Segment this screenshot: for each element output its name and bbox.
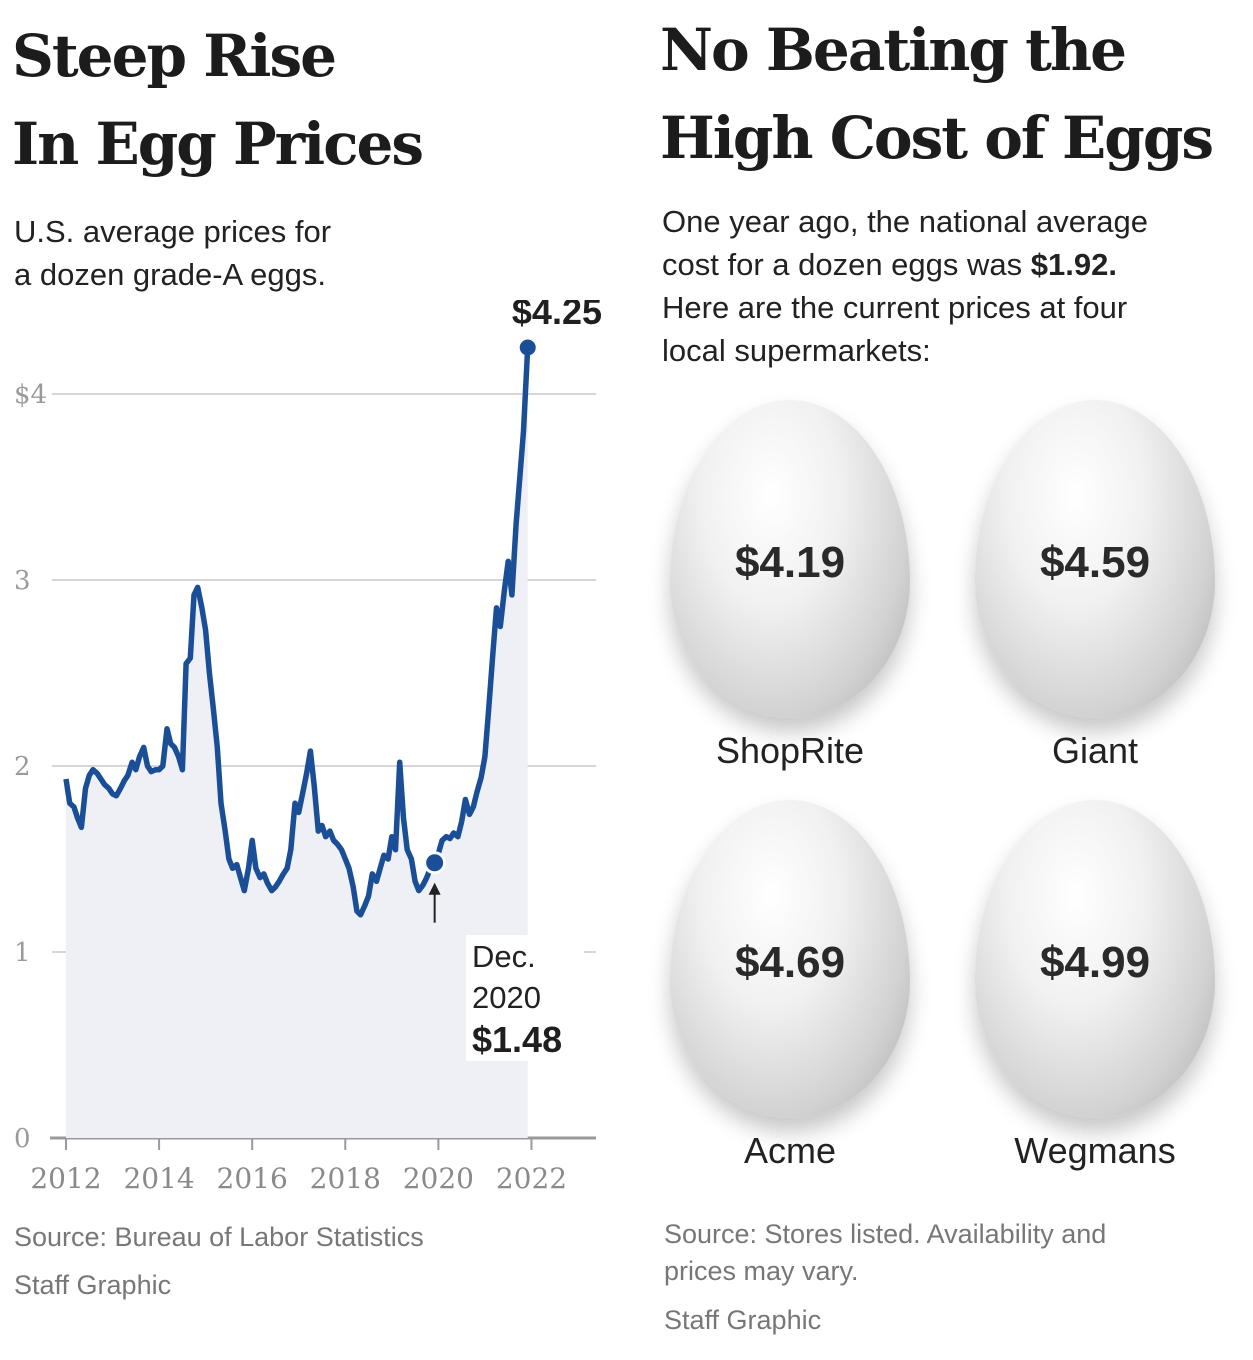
x-tick-label: 2020 xyxy=(403,1162,474,1195)
annotation-arrow-head xyxy=(428,882,441,895)
egg-price: $4.69 xyxy=(734,938,846,987)
right-source-note: Source: Stores listed. Availability and … xyxy=(664,1216,1224,1290)
x-tick-label: 2022 xyxy=(496,1162,567,1195)
y-tick-label: 2 xyxy=(14,752,31,782)
y-tick-label: $4 xyxy=(14,380,47,410)
left-dek: U.S. average prices for a dozen grade-A … xyxy=(14,210,454,296)
egg-card-acme: $4.69 Acme xyxy=(640,800,940,1200)
x-tick-label: 2018 xyxy=(310,1162,381,1195)
annotation-low-value: $1.48 xyxy=(472,1019,562,1060)
y-tick-label: 1 xyxy=(14,938,31,968)
left-headline-line1: Steep Rise xyxy=(12,22,337,90)
price-line-series xyxy=(63,347,531,918)
left-headline: Steep Rise In Egg Prices xyxy=(12,12,612,188)
left-headline-line2: In Egg Prices xyxy=(12,110,424,178)
annotation-high-value: $4.25 xyxy=(512,300,602,332)
right-dek-line4: local supermarkets: xyxy=(662,333,931,368)
annotation-label-backdrop xyxy=(466,935,584,1061)
y-tick-label: 3 xyxy=(14,566,31,596)
dec-2020-marker xyxy=(423,851,447,875)
right-dek-line2: cost for a dozen eggs was xyxy=(662,247,1031,282)
egg-icon xyxy=(975,800,1215,1118)
y-tick-label: 0 xyxy=(14,1124,31,1154)
x-axis-ticks: 2012 2014 2016 2018 2020 2022 xyxy=(30,1138,567,1195)
right-dek-line1: One year ago, the national average xyxy=(662,204,1149,239)
x-tick-label: 2012 xyxy=(30,1162,101,1195)
y-axis-ticks: 0 1 2 3 $4 xyxy=(14,380,47,1154)
egg-price-line-chart: 0 1 2 3 $4 2012 2014 2016 2018 2020 2022 Dec. 2022… xyxy=(14,300,602,1195)
egg-icon xyxy=(975,400,1215,718)
egg-price: $4.99 xyxy=(1039,938,1151,987)
annotation-low-year: 2020 xyxy=(472,980,541,1015)
right-credit: Staff Graphic xyxy=(664,1305,822,1335)
egg-card-wegmans: $4.99 Wegmans xyxy=(945,800,1245,1200)
right-headline: No Beating the High Cost of Eggs xyxy=(660,6,1250,182)
right-dek: One year ago, the national average cost … xyxy=(662,200,1252,372)
last-year-price: $1.92. xyxy=(1030,247,1117,282)
left-dek-line1: U.S. average prices for xyxy=(14,214,332,249)
store-name: Giant xyxy=(1051,730,1139,771)
left-dek-line2: a dozen grade-A eggs. xyxy=(14,257,326,292)
store-name: Acme xyxy=(743,1130,837,1171)
store-name: ShopRite xyxy=(715,730,865,771)
egg-icon xyxy=(670,400,910,718)
right-headline-line1: No Beating the xyxy=(660,16,1127,84)
egg-price: $4.19 xyxy=(734,538,846,587)
right-headline-line2: High Cost of Eggs xyxy=(660,104,1214,172)
right-dek-line3: Here are the current prices at four xyxy=(662,290,1128,325)
store-name: Wegmans xyxy=(1014,1130,1176,1171)
left-credit: Staff Graphic xyxy=(14,1270,172,1300)
egg-price: $4.59 xyxy=(1039,538,1151,587)
x-tick-label: 2014 xyxy=(123,1162,194,1195)
egg-card-shoprite: $4.19 ShopRite xyxy=(640,400,940,800)
right-source-line2: prices may vary. xyxy=(664,1256,859,1286)
x-tick-label: 2016 xyxy=(217,1162,288,1195)
high-point-marker xyxy=(519,339,536,356)
egg-icon xyxy=(670,800,910,1118)
area-fill xyxy=(66,347,528,1138)
right-source-line1: Source: Stores listed. Availability and xyxy=(664,1219,1107,1249)
egg-card-giant: $4.59 Giant xyxy=(945,400,1245,800)
annotation-low-month: Dec. xyxy=(472,939,536,974)
left-source-note: Source: Bureau of Labor Statistics xyxy=(14,1222,424,1252)
